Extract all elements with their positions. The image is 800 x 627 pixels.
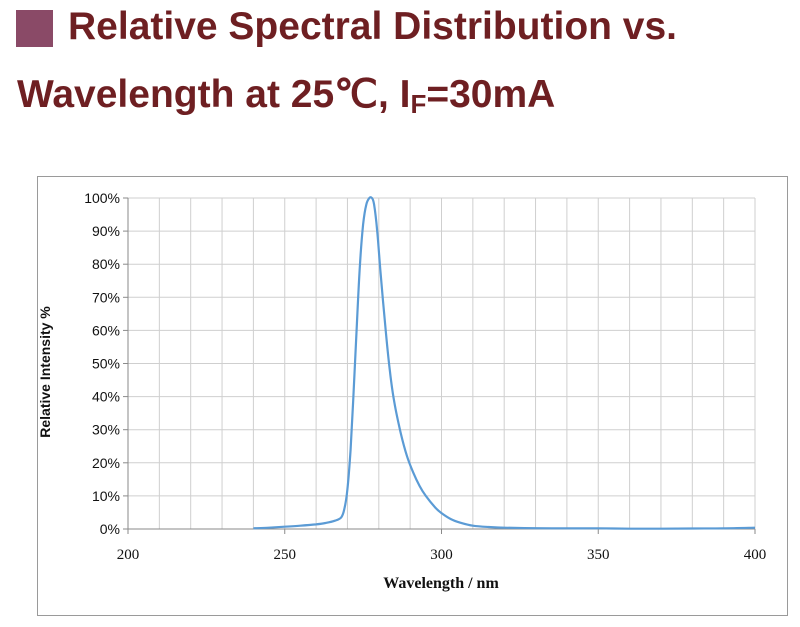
y-tick-label: 90% (92, 223, 120, 239)
chart-title-line1: Relative Spectral Distribution vs. (68, 5, 678, 48)
y-tick-label: 60% (92, 322, 120, 338)
x-tick-label: 350 (587, 547, 610, 563)
y-tick-label: 0% (100, 521, 120, 537)
x-axis-label: Wavelength / nm (383, 575, 499, 592)
title-line2-subscript: F (410, 89, 427, 119)
x-tick-labels: 200 250 300 350 400 (117, 547, 767, 563)
y-tick-label: 10% (92, 488, 120, 504)
y-tick-label: 70% (92, 289, 120, 305)
series-group (253, 196, 756, 530)
title-marker (16, 10, 53, 47)
x-tick-label: 200 (117, 547, 140, 563)
grid-lines (128, 197, 756, 529)
axes (123, 197, 756, 534)
chart-title-line2: Wavelength at 25℃, IF=30mA (17, 72, 555, 127)
y-tick-label: 80% (92, 256, 120, 272)
x-tick-label: 250 (274, 547, 297, 563)
chart-frame (37, 176, 788, 616)
y-tick-label: 40% (92, 389, 120, 405)
y-tick-label: 30% (92, 422, 120, 438)
y-tick-label: 20% (92, 455, 120, 471)
x-tick-label: 400 (744, 547, 767, 563)
title-line2-suffix: =30mA (426, 73, 556, 116)
y-axis-label: Relative Intensity % (37, 306, 53, 438)
series-line-relative-intensity (253, 196, 756, 530)
y-tick-labels: 0% 10% 20% 30% 40% 50% 60% 70% 80% 90% 100% (84, 190, 120, 537)
y-tick-label: 100% (84, 190, 120, 206)
x-tick-label: 300 (430, 547, 453, 563)
title-line2-prefix: Wavelength at 25℃, I (17, 73, 411, 116)
y-tick-label: 50% (92, 356, 120, 372)
